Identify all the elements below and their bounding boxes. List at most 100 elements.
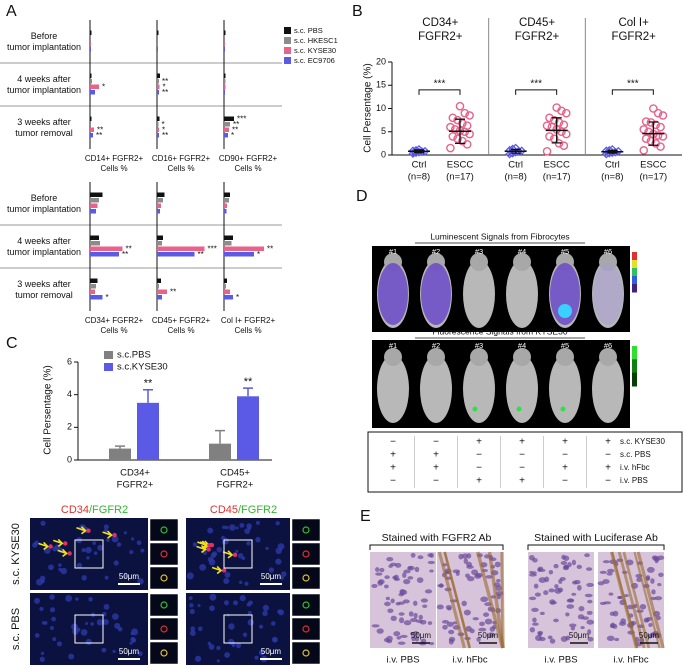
cell-nucleus	[438, 583, 444, 588]
cell-nucleus	[469, 628, 475, 634]
bar	[157, 73, 160, 78]
cell-nucleus	[402, 572, 407, 578]
significance: **	[144, 378, 153, 390]
nucleus	[39, 656, 45, 662]
inset	[149, 617, 179, 641]
inset-box	[74, 539, 104, 569]
cell-nucleus	[394, 562, 402, 568]
nucleus	[239, 522, 245, 528]
nucleus	[189, 630, 196, 636]
bar	[224, 127, 229, 132]
cell-nucleus	[537, 566, 544, 571]
nucleus	[207, 641, 212, 646]
cell-nucleus	[570, 626, 576, 631]
significance: **	[162, 131, 168, 140]
cell-nucleus	[452, 569, 461, 574]
bar	[224, 133, 228, 138]
cell-nucleus	[614, 637, 620, 642]
nucleus	[199, 563, 207, 571]
condition-sign: +	[390, 463, 396, 474]
stain-title: Stained with Luciferase Ab	[534, 532, 658, 544]
nucleus	[39, 606, 44, 612]
cell-nucleus	[571, 592, 577, 596]
cell-nucleus	[414, 636, 420, 642]
inset	[291, 566, 321, 590]
bar	[90, 73, 92, 78]
cell-nucleus	[557, 587, 564, 593]
significance: **	[126, 245, 132, 254]
nucleus	[262, 604, 270, 611]
cell-nucleus	[407, 576, 414, 580]
nucleus	[209, 593, 217, 601]
nucleus	[275, 547, 282, 555]
bar	[90, 209, 96, 214]
cell-nucleus	[586, 619, 595, 625]
significance: ***	[208, 245, 217, 254]
column-label: CD34+ FGFR2+	[85, 316, 144, 325]
condition-sign: +	[476, 437, 482, 448]
x-tick-label: Ctrl	[508, 160, 523, 171]
significance: **	[162, 77, 168, 86]
row-label: tumor implantation	[7, 247, 81, 257]
mouse-head	[556, 348, 574, 366]
bar	[224, 278, 227, 283]
positive-stain	[622, 551, 651, 649]
nucleus	[88, 596, 93, 602]
nucleus	[259, 624, 264, 629]
cell-nucleus	[567, 598, 575, 603]
column-label: Cells %	[167, 326, 194, 335]
x-tick-label: (n=8)	[408, 172, 430, 183]
data-point	[559, 120, 569, 130]
nucleus	[246, 602, 251, 607]
nucleus	[81, 575, 87, 581]
arrow	[76, 526, 87, 535]
data-point	[545, 132, 554, 141]
cell-nucleus	[532, 622, 539, 626]
cell-nucleus	[413, 612, 418, 619]
data-point	[455, 101, 465, 111]
nucleus	[189, 603, 194, 608]
nucleus	[237, 553, 244, 559]
bar	[237, 396, 259, 460]
nucleus	[208, 644, 215, 650]
nucleus	[216, 546, 223, 553]
bar	[157, 79, 159, 84]
cell-nucleus	[384, 601, 391, 607]
significance: **	[232, 126, 238, 135]
y-tick-label: 10	[376, 103, 386, 113]
bar	[157, 122, 159, 127]
bar	[90, 198, 99, 203]
data-point	[658, 111, 668, 120]
nucleus	[209, 605, 215, 612]
y-tick-label: 0	[67, 454, 72, 464]
y-tick-label: 20	[376, 56, 386, 66]
scale-bar-label: 50μm	[119, 572, 140, 581]
inset	[291, 641, 321, 665]
mouse-head	[513, 348, 531, 366]
cell-nucleus	[553, 563, 559, 569]
significance: **	[162, 88, 168, 97]
data-point	[656, 122, 665, 132]
cell-nucleus	[560, 560, 568, 566]
cell-nucleus	[563, 555, 570, 561]
cell-nucleus	[539, 611, 545, 616]
inset-cell	[302, 550, 310, 558]
positive-cell	[86, 528, 91, 533]
bar	[157, 241, 162, 246]
bar	[209, 443, 231, 460]
sd-bar	[414, 149, 424, 154]
significance: *	[102, 83, 105, 92]
mouse	[549, 355, 581, 423]
luminescence	[593, 263, 623, 325]
nucleus	[216, 645, 221, 651]
nucleus	[60, 567, 67, 575]
y-tick-label: 5	[381, 126, 386, 136]
condition-sign: −	[562, 476, 568, 487]
cell-nucleus	[578, 605, 585, 612]
significance: **	[97, 126, 103, 135]
condition-sign: +	[562, 437, 568, 448]
bar	[90, 295, 103, 300]
data-point	[446, 143, 455, 153]
bar	[224, 289, 230, 294]
